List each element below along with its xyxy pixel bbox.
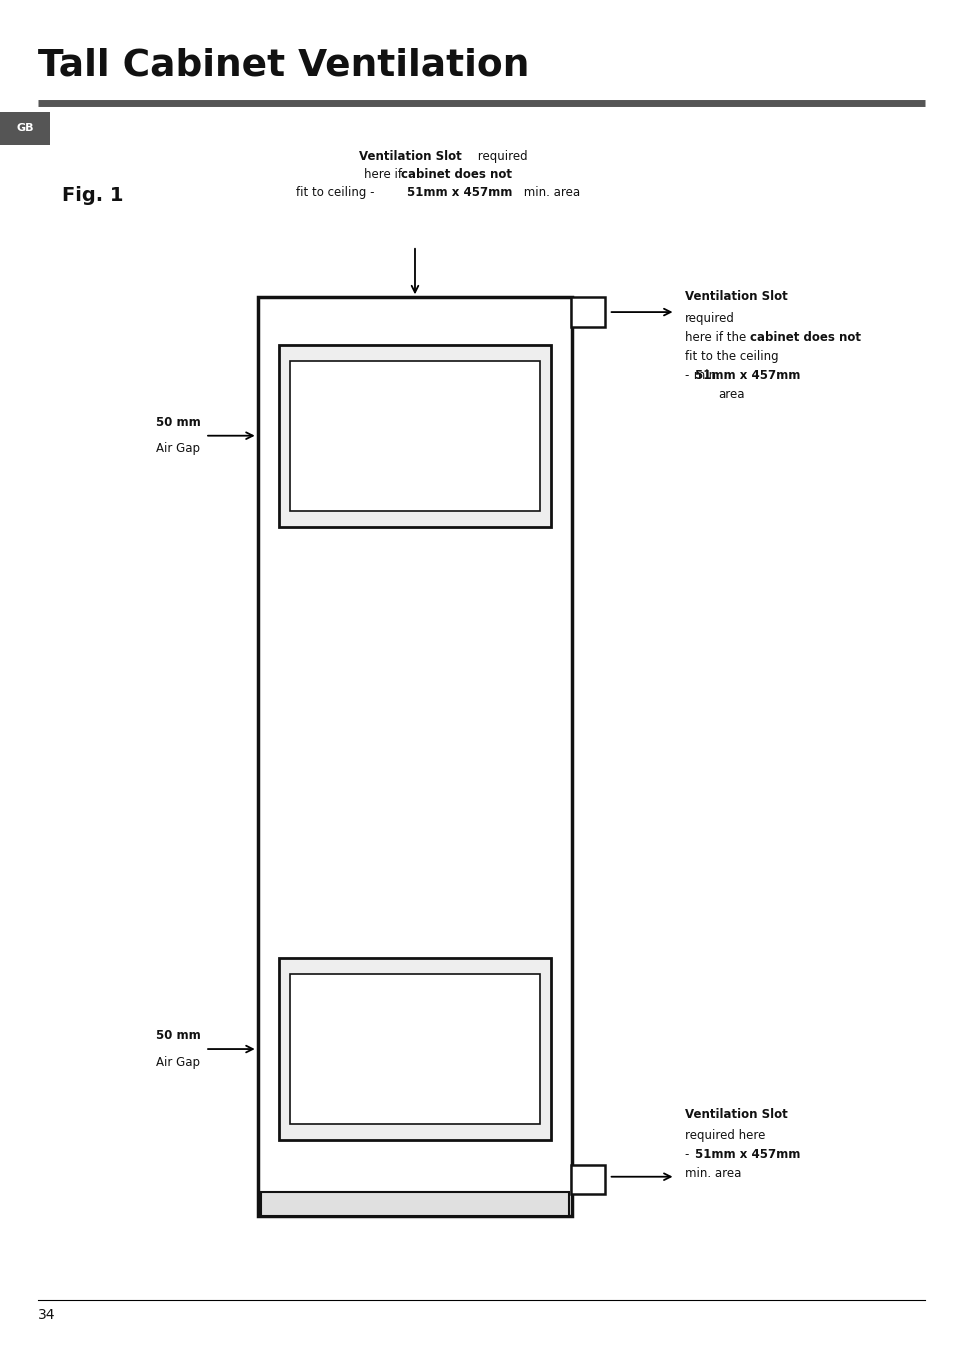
- Bar: [290, 361, 539, 511]
- Text: Tall Cabinet Ventilation: Tall Cabinet Ventilation: [38, 47, 529, 84]
- Text: 50 mm: 50 mm: [155, 1029, 200, 1043]
- Text: Air Gap: Air Gap: [156, 1056, 200, 1069]
- Text: Air Gap: Air Gap: [156, 443, 200, 455]
- Text: 51mm x 457mm: 51mm x 457mm: [694, 369, 799, 382]
- Bar: [0, 112, 50, 145]
- Text: GB: GB: [16, 123, 33, 134]
- Text: area: area: [718, 388, 744, 401]
- Text: required here: required here: [684, 1129, 764, 1143]
- Text: Ventilation Slot: Ventilation Slot: [358, 150, 461, 163]
- Text: -: -: [684, 1148, 693, 1162]
- Text: here if: here if: [364, 168, 406, 181]
- Text: 51mm x 457mm: 51mm x 457mm: [694, 1148, 799, 1162]
- Bar: [571, 297, 604, 327]
- Text: required: required: [474, 150, 527, 163]
- Text: cabinet does not: cabinet does not: [749, 331, 860, 345]
- Text: min. area: min. area: [684, 1167, 740, 1181]
- Text: Ventilation Slot: Ventilation Slot: [684, 1108, 787, 1121]
- Bar: [261, 1192, 568, 1216]
- Text: min.: min.: [689, 369, 719, 382]
- Text: here if the: here if the: [684, 331, 749, 345]
- Text: 50 mm: 50 mm: [155, 416, 200, 430]
- Text: min. area: min. area: [519, 185, 579, 199]
- Text: fit to the ceiling: fit to the ceiling: [684, 350, 778, 363]
- Bar: [290, 974, 539, 1124]
- Bar: [257, 297, 572, 1216]
- Text: -: -: [684, 369, 693, 382]
- Text: fit to ceiling -: fit to ceiling -: [295, 185, 377, 199]
- Text: 34: 34: [38, 1308, 55, 1321]
- Bar: [278, 958, 551, 1140]
- Text: Ventilation Slot: Ventilation Slot: [684, 290, 787, 304]
- Text: 51mm x 457mm: 51mm x 457mm: [407, 185, 512, 199]
- Text: required: required: [684, 312, 734, 326]
- Text: Fig. 1: Fig. 1: [62, 186, 123, 205]
- Bar: [278, 345, 551, 527]
- Bar: [571, 1165, 604, 1194]
- Text: cabinet does not: cabinet does not: [400, 168, 511, 181]
